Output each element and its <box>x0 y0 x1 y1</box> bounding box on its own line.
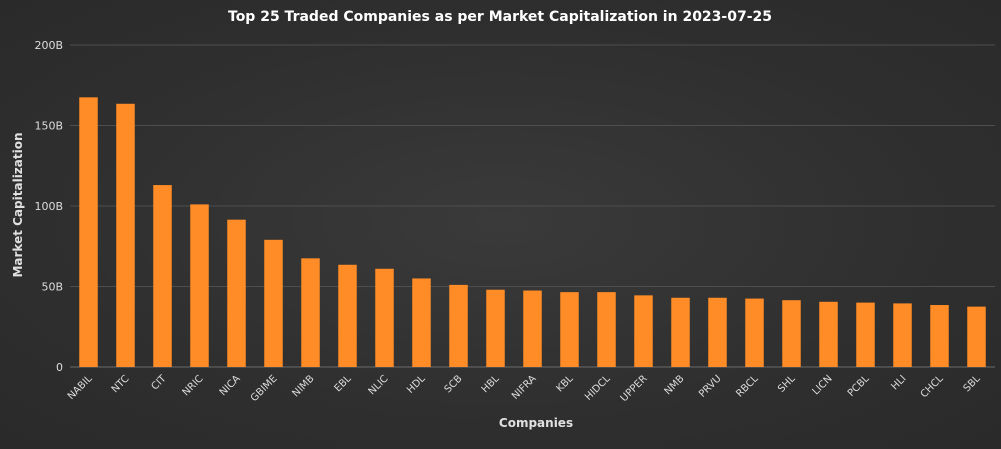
x-tick-label: HBL <box>480 373 502 395</box>
bar-nmb[interactable] <box>671 297 690 367</box>
y-tick-label: 50B <box>41 281 63 294</box>
bar-upper[interactable] <box>634 295 653 367</box>
gridlines <box>70 44 995 368</box>
bar-licn[interactable] <box>819 301 838 367</box>
bar-prvu[interactable] <box>708 297 727 367</box>
x-tick-label: CIT <box>149 373 169 393</box>
x-tick-label: LICN <box>811 373 835 397</box>
x-axis: NABIL NTC CIT NRIC NICA GBIME NIMB EBL NLIC HDL SC… <box>66 373 983 404</box>
bar-nric[interactable] <box>190 204 209 367</box>
bar-hidcl[interactable] <box>597 292 616 367</box>
x-tick-label: KBL <box>554 373 576 395</box>
y-tick-label: 100B <box>34 200 63 213</box>
bar-hdl[interactable] <box>412 278 431 367</box>
y-tick-label: 0 <box>56 361 63 374</box>
x-tick-label: CHCL <box>919 373 946 400</box>
x-tick-label: HLI <box>889 373 908 392</box>
y-tick-label: 200B <box>34 39 63 52</box>
x-tick-label: NIMB <box>291 373 317 399</box>
bar-scb[interactable] <box>449 284 468 367</box>
x-tick-label: PCBL <box>846 373 872 399</box>
x-tick-label: NICA <box>218 373 243 398</box>
bar-chcl[interactable] <box>930 305 949 367</box>
bar-sbl[interactable] <box>967 306 986 367</box>
x-tick-label: HDL <box>405 373 428 396</box>
bar-nica[interactable] <box>227 219 246 367</box>
bar-hbl[interactable] <box>486 289 505 367</box>
bar-nifra[interactable] <box>523 290 542 367</box>
x-tick-label: RBCL <box>734 373 761 400</box>
x-tick-label: NTC <box>110 373 132 395</box>
x-tick-label: SBL <box>962 373 983 394</box>
x-tick-label: NRIC <box>181 373 206 398</box>
bars <box>79 97 986 367</box>
x-tick-label: PRVU <box>697 373 724 400</box>
x-axis-title: Companies <box>499 416 573 430</box>
y-axis: 0 50B 100B 150B 200B <box>34 39 63 374</box>
bar-nabil[interactable] <box>79 97 98 367</box>
x-tick-label: NLIC <box>367 373 391 397</box>
bar-cit[interactable] <box>153 185 172 367</box>
bar-ebl[interactable] <box>338 264 357 367</box>
x-tick-label: GBIME <box>249 373 280 404</box>
bar-rbcl[interactable] <box>745 298 764 367</box>
bar-kbl[interactable] <box>560 292 579 367</box>
bar-nimb[interactable] <box>301 258 320 367</box>
chart-title: Top 25 Traded Companies as per Market Ca… <box>228 9 772 25</box>
bar-ntc[interactable] <box>116 103 135 367</box>
x-tick-label: NMB <box>663 373 687 397</box>
x-tick-label: UPPER <box>619 373 650 404</box>
x-tick-label: SHL <box>776 373 798 395</box>
bar-nlic[interactable] <box>375 268 394 367</box>
bar-shl[interactable] <box>782 300 801 367</box>
x-tick-label: SCB <box>443 373 465 395</box>
x-tick-label: NABIL <box>66 373 95 402</box>
bar-gbime[interactable] <box>264 239 283 367</box>
x-tick-label: NIFRA <box>510 373 539 402</box>
y-axis-title: Market Capitalization <box>11 132 25 277</box>
x-tick-label: HIDCL <box>583 373 613 403</box>
bar-hli[interactable] <box>893 303 912 367</box>
bar-pcbl[interactable] <box>856 302 875 367</box>
x-tick-label: EBL <box>333 373 354 394</box>
y-tick-label: 150B <box>34 120 63 133</box>
